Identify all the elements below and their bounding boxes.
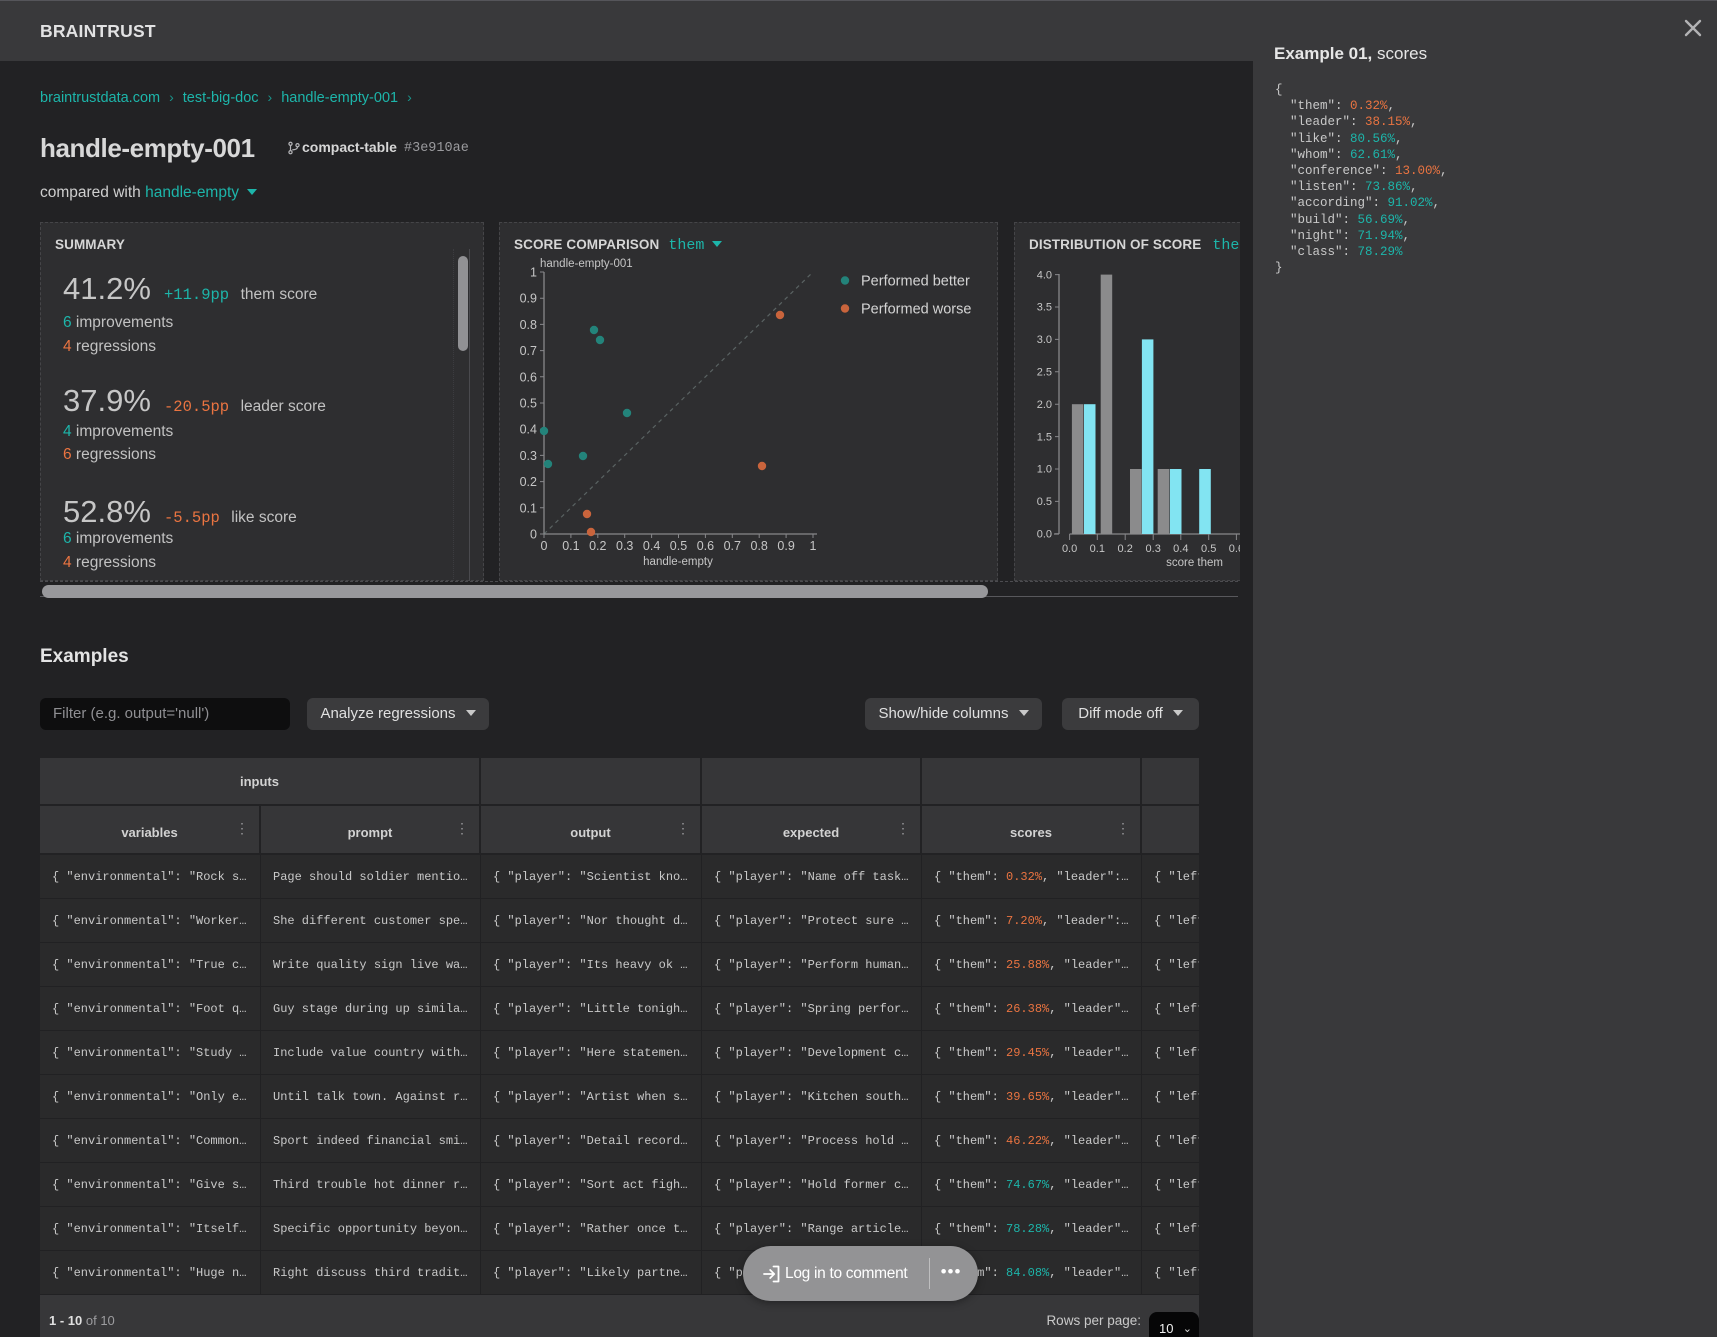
svg-text:0.9: 0.9 (777, 539, 794, 553)
svg-text:3.0: 3.0 (1037, 334, 1052, 346)
svg-text:0.8: 0.8 (520, 318, 537, 332)
svg-text:1: 1 (530, 266, 537, 280)
svg-text:0.3: 0.3 (520, 449, 537, 463)
svg-text:4.0: 4.0 (1037, 269, 1052, 281)
svg-text:0.2: 0.2 (589, 539, 606, 553)
svg-text:0.4: 0.4 (643, 539, 660, 553)
svg-text:0.7: 0.7 (724, 539, 741, 553)
svg-text:0.1: 0.1 (520, 501, 537, 515)
svg-text:0.5: 0.5 (520, 397, 537, 411)
svg-text:0.0: 0.0 (1062, 543, 1077, 555)
svg-text:0.2: 0.2 (520, 475, 537, 489)
svg-text:0.5: 0.5 (1037, 496, 1052, 508)
svg-text:0.3: 0.3 (616, 539, 633, 553)
svg-text:0.0: 0.0 (1037, 529, 1052, 541)
svg-text:0.4: 0.4 (520, 423, 537, 437)
svg-text:0.1: 0.1 (1090, 543, 1105, 555)
svg-text:2.5: 2.5 (1037, 367, 1052, 379)
svg-text:2.0: 2.0 (1037, 399, 1052, 411)
svg-text:1.0: 1.0 (1037, 464, 1052, 476)
svg-text:handle-empty: handle-empty (643, 556, 713, 568)
svg-text:0.5: 0.5 (670, 539, 687, 553)
svg-text:3.5: 3.5 (1037, 302, 1052, 314)
svg-text:Performed better: Performed better (861, 274, 970, 290)
svg-text:0.8: 0.8 (751, 539, 768, 553)
svg-text:0.4: 0.4 (1173, 543, 1188, 555)
svg-text:0: 0 (530, 528, 537, 542)
svg-text:0.3: 0.3 (1146, 543, 1161, 555)
svg-text:1: 1 (810, 539, 817, 553)
svg-text:0.6: 0.6 (520, 370, 537, 384)
svg-text:0: 0 (541, 539, 548, 553)
svg-text:Performed worse: Performed worse (861, 302, 971, 318)
svg-text:0.1: 0.1 (562, 539, 579, 553)
svg-text:score them: score them (1166, 557, 1223, 569)
svg-text:0.6: 0.6 (1229, 543, 1240, 555)
svg-text:0.5: 0.5 (1201, 543, 1216, 555)
svg-text:0.7: 0.7 (520, 344, 537, 358)
svg-text:0.6: 0.6 (697, 539, 714, 553)
svg-text:0.9: 0.9 (520, 292, 537, 306)
svg-text:handle-empty-001: handle-empty-001 (540, 258, 633, 270)
svg-text:1.5: 1.5 (1037, 431, 1052, 443)
svg-text:0.2: 0.2 (1118, 543, 1133, 555)
